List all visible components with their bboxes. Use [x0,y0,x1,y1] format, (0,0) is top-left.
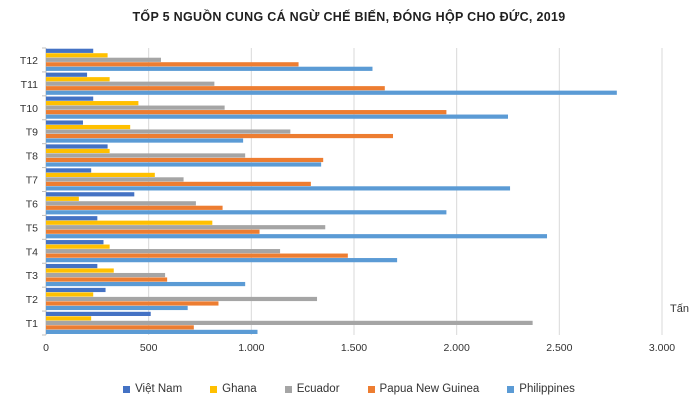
bar-papua-new-guinea-t11 [46,86,385,91]
bar-philippines-t7 [46,186,511,191]
bar-papua-new-guinea-t10 [46,110,447,115]
legend: Việt Nam Ghana Ecuador Papua New Guinea Phil… [0,383,698,395]
bar-ecuador-t5 [46,225,326,230]
category-label: T1 [26,318,38,330]
bar-ghana-t8 [46,148,110,154]
legend-item: Ghana [210,383,257,395]
bar-philippines-t8 [46,162,322,167]
bar-philippines-t9 [46,138,244,143]
bar-việt-nam-t10 [46,96,94,101]
bar-việt-nam-t5 [46,216,98,221]
legend-label: Việt Nam [135,383,183,395]
legend-label: Ghana [222,383,257,395]
legend-item: Việt Nam [123,383,182,395]
bar-ecuador-t12 [46,57,161,62]
legend-item: Papua New Guinea [367,383,480,395]
legend-swatch [284,385,292,393]
legend-swatch [367,385,375,393]
legend-swatch [123,385,131,393]
bar-papua-new-guinea-t12 [46,62,299,67]
bar-philippines-t5 [46,234,548,239]
bar-philippines-t10 [46,114,508,119]
bar-việt-nam-t6 [46,192,135,197]
category-label: T5 [26,222,38,234]
bar-việt-nam-t7 [46,168,92,173]
bar-ghana-t10 [46,101,139,106]
bar-việt-nam-t1 [46,311,151,316]
bar-philippines-t3 [46,281,246,287]
bar-ghana-t2 [46,292,94,297]
x-tick-label: 0 [43,342,49,354]
bar-việt-nam-t12 [46,48,94,53]
legend-item: Philippines [507,383,575,395]
bar-ghana-t9 [46,124,131,130]
bar-việt-nam-t8 [46,144,108,149]
x-tick-label: 2.500 [546,342,572,354]
category-label: T11 [21,79,38,91]
bar-papua-new-guinea-t2 [46,301,219,306]
x-tick-label: 2.000 [444,342,470,354]
bar-papua-new-guinea-t7 [46,181,311,186]
bar-philippines-t2 [46,305,188,311]
bar-ghana-t12 [46,53,108,58]
bar-ghana-t5 [46,220,213,225]
legend-label: Papua New Guinea [379,383,480,395]
bar-philippines-t4 [46,258,398,263]
bar-việt-nam-t4 [46,240,104,245]
bar-papua-new-guinea-t8 [46,157,324,163]
bar-ghana-t11 [46,77,110,82]
category-label: T2 [26,294,38,306]
bar-philippines-t6 [46,210,447,215]
bar-philippines-t12 [46,66,373,71]
category-label: T12 [20,55,38,67]
bar-papua-new-guinea-t3 [46,277,168,282]
bar-việt-nam-t11 [46,72,88,77]
bar-ecuador-t2 [46,296,318,302]
bar-philippines-t1 [46,329,258,334]
bar-ghana-t4 [46,244,110,249]
category-label: T3 [26,270,38,282]
bar-ecuador-t8 [46,153,246,158]
x-tick-label: 3.000 [649,342,675,354]
category-label: T6 [26,198,38,210]
bar-việt-nam-t3 [46,263,98,269]
x-tick-label: 1.000 [238,342,264,354]
bar-ecuador-t11 [46,81,215,86]
legend-item: Ecuador [284,383,340,395]
bar-ecuador-t10 [46,105,225,110]
bar-papua-new-guinea-t5 [46,229,260,234]
bar-ecuador-t7 [46,177,184,182]
legend-swatch [210,385,218,393]
legend-swatch [507,385,515,393]
bar-ghana-t1 [46,316,92,321]
bar-ecuador-t6 [46,201,196,206]
unit-label: Tấn [670,303,689,315]
bar-ecuador-t1 [46,320,533,325]
bar-papua-new-guinea-t4 [46,253,348,258]
x-tick-label: 500 [140,342,158,354]
legend-label: Ecuador [296,383,340,395]
bar-papua-new-guinea-t9 [46,133,394,139]
category-label: T10 [20,103,38,115]
x-tick-label: 1.500 [341,342,367,354]
bar-ecuador-t4 [46,249,281,254]
bar-ecuador-t3 [46,272,166,278]
category-label: T9 [26,127,38,139]
category-label: T8 [26,151,38,163]
bar-việt-nam-t2 [46,287,106,293]
bar-ghana-t3 [46,268,114,273]
bar-ecuador-t9 [46,129,291,134]
bar-việt-nam-t9 [46,120,83,125]
chart-title: TỐP 5 NGUỒN CUNG CÁ NGỪ CHẾ BIẾN, ĐÓNG H… [132,10,566,24]
category-label: T7 [26,175,38,187]
bar-ghana-t7 [46,172,155,177]
bar-papua-new-guinea-t1 [46,325,194,330]
bar-papua-new-guinea-t6 [46,205,223,210]
bar-ghana-t6 [46,196,79,201]
category-label: T4 [26,246,38,258]
legend-label: Philippines [519,383,575,395]
bar-philippines-t11 [46,90,617,95]
